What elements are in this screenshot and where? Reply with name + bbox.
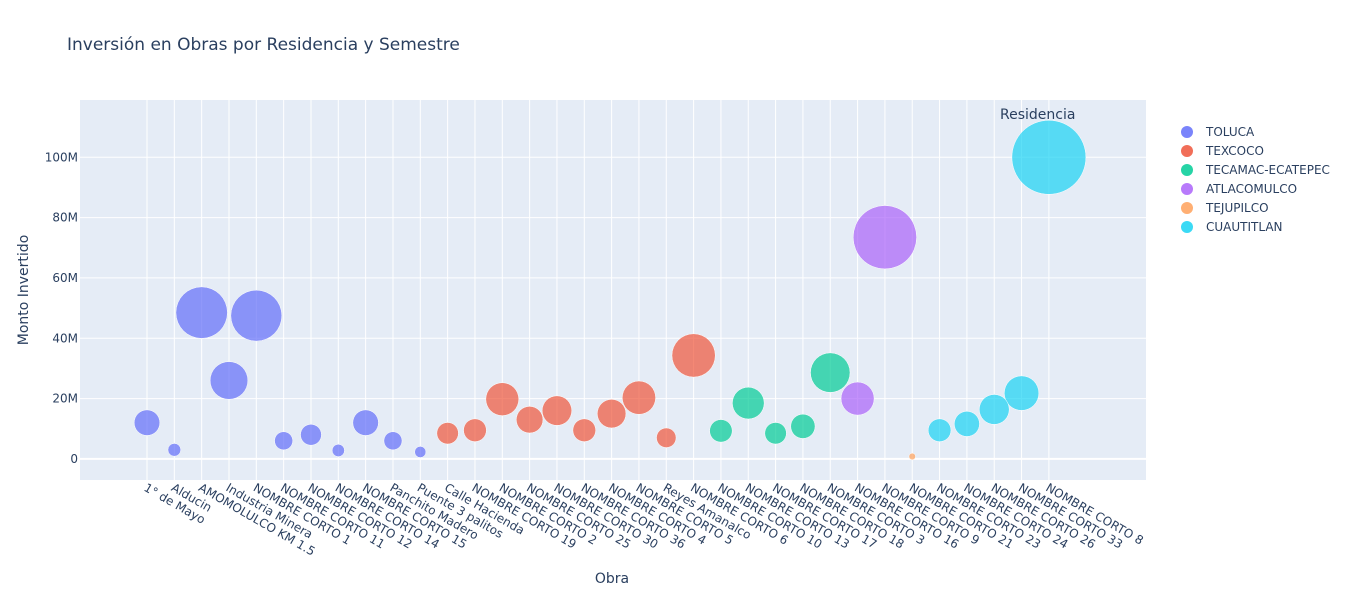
grid-lines bbox=[80, 100, 1146, 480]
y-tick-label: 100M bbox=[45, 150, 78, 164]
legend-marker bbox=[1181, 164, 1193, 176]
legend: Residencia TOLUCA TEXCOCO TECAMAC-ECATEPEC… bbox=[1000, 107, 1330, 234]
bubble-point[interactable] bbox=[927, 418, 952, 442]
bubble-point[interactable] bbox=[656, 427, 677, 448]
y-tick-label: 80M bbox=[52, 211, 78, 225]
bubble-point[interactable] bbox=[300, 424, 322, 446]
y-tick-label: 60M bbox=[52, 271, 78, 285]
bubble-point[interactable] bbox=[1004, 375, 1040, 411]
y-tick-label: 0 bbox=[70, 452, 78, 466]
bubble-point[interactable] bbox=[1011, 120, 1087, 195]
bubble-point[interactable] bbox=[840, 381, 875, 416]
bubble-point[interactable] bbox=[331, 444, 345, 457]
legend-marker bbox=[1181, 145, 1193, 157]
y-tick-label: 20M bbox=[52, 392, 78, 406]
bubble-point[interactable] bbox=[463, 418, 487, 442]
bubble-point[interactable] bbox=[230, 289, 283, 342]
legend-marker bbox=[1181, 221, 1193, 233]
bubble-point[interactable] bbox=[978, 394, 1010, 425]
bubble-point[interactable] bbox=[671, 333, 716, 378]
bubble-point[interactable] bbox=[908, 452, 916, 461]
legend-label[interactable]: TECAMAC-ECATEPEC bbox=[1205, 163, 1330, 177]
bubble-point[interactable] bbox=[175, 286, 228, 339]
bubble-point[interactable] bbox=[352, 409, 379, 436]
bubble-point[interactable] bbox=[383, 431, 403, 451]
bubble-point[interactable] bbox=[790, 413, 816, 439]
legend-title: Residencia bbox=[1000, 107, 1075, 123]
bubble-point[interactable] bbox=[764, 422, 787, 445]
y-tick-label: 40M bbox=[52, 331, 78, 345]
bubble-point[interactable] bbox=[597, 399, 627, 429]
bubble-point[interactable] bbox=[436, 422, 459, 445]
legend-label[interactable]: TEJUPILCO bbox=[1205, 201, 1269, 215]
chart-title: Inversión en Obras por Residencia y Seme… bbox=[67, 35, 460, 55]
legend-label[interactable]: ATLACOMULCO bbox=[1206, 182, 1297, 196]
bubble-point[interactable] bbox=[167, 443, 181, 457]
bubble-point[interactable] bbox=[516, 406, 544, 434]
bubble-point[interactable] bbox=[810, 352, 851, 393]
legend-marker bbox=[1181, 126, 1193, 138]
bubble-point[interactable] bbox=[954, 411, 980, 437]
x-axis-title: Obra bbox=[595, 571, 629, 587]
bubble-point[interactable] bbox=[541, 395, 573, 426]
bubble-point[interactable] bbox=[622, 380, 656, 415]
legend-items: TOLUCA TEXCOCO TECAMAC-ECATEPEC ATLACOMULCO… bbox=[1181, 125, 1330, 234]
bubble-point[interactable] bbox=[485, 382, 520, 416]
bubbles bbox=[133, 120, 1087, 461]
bubble-point[interactable] bbox=[133, 409, 161, 436]
bubble-point[interactable] bbox=[572, 418, 596, 442]
bubble-point[interactable] bbox=[852, 205, 917, 270]
legend-label[interactable]: TOLUCA bbox=[1205, 125, 1255, 139]
legend-marker bbox=[1181, 183, 1193, 195]
bubble-point[interactable] bbox=[732, 386, 765, 420]
y-axis-title: Monto Invertido bbox=[16, 235, 32, 346]
bubble-point[interactable] bbox=[414, 446, 427, 458]
bubble-point[interactable] bbox=[209, 361, 249, 400]
bubble-point[interactable] bbox=[274, 431, 293, 451]
bubble-point[interactable] bbox=[709, 419, 733, 443]
legend-marker bbox=[1181, 202, 1193, 214]
legend-label[interactable]: TEXCOCO bbox=[1205, 144, 1264, 158]
y-axis-ticks: 0 20M 40M 60M 80M 100M bbox=[45, 150, 78, 466]
legend-label[interactable]: CUAUTITLAN bbox=[1206, 220, 1283, 234]
